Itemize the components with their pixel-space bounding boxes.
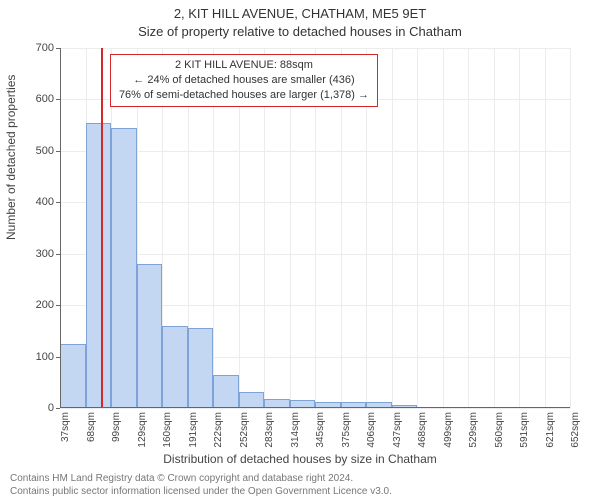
x-tick-label: 375sqm bbox=[341, 412, 352, 448]
histogram-bar bbox=[137, 264, 163, 408]
x-tick-label: 345sqm bbox=[315, 412, 326, 448]
plot-area: 010020030040050060070037sqm68sqm99sqm129… bbox=[60, 48, 570, 408]
x-tick-label: 37sqm bbox=[60, 412, 71, 442]
y-tick-label: 600 bbox=[36, 93, 54, 105]
x-tick-label: 314sqm bbox=[290, 412, 301, 448]
marker-line bbox=[101, 48, 103, 408]
x-tick-label: 129sqm bbox=[137, 412, 148, 448]
footer-line-1: Contains HM Land Registry data © Crown c… bbox=[10, 473, 392, 486]
y-tick-label: 200 bbox=[36, 299, 54, 311]
chart-subtitle: Size of property relative to detached ho… bbox=[0, 24, 600, 39]
histogram-bar bbox=[188, 328, 214, 408]
annotation-line: ← 24% of detached houses are smaller (43… bbox=[119, 73, 369, 88]
gridline-vertical bbox=[443, 48, 444, 408]
histogram-bar bbox=[60, 344, 86, 408]
annotation-box: 2 KIT HILL AVENUE: 88sqm← 24% of detache… bbox=[110, 54, 378, 107]
x-tick-label: 468sqm bbox=[417, 412, 428, 448]
gridline-vertical bbox=[570, 48, 571, 408]
y-axis-label: Number of detached properties bbox=[4, 75, 18, 240]
y-tick-label: 700 bbox=[36, 42, 54, 54]
gridline-vertical bbox=[417, 48, 418, 408]
x-axis-line bbox=[60, 407, 570, 408]
x-tick-label: 652sqm bbox=[570, 412, 581, 448]
y-tick-label: 300 bbox=[36, 248, 54, 260]
x-tick-label: 621sqm bbox=[545, 412, 556, 448]
x-tick-label: 437sqm bbox=[392, 412, 403, 448]
annotation-line: 2 KIT HILL AVENUE: 88sqm bbox=[119, 58, 369, 73]
x-tick-label: 283sqm bbox=[264, 412, 275, 448]
x-tick-label: 191sqm bbox=[188, 412, 199, 448]
gridline-vertical bbox=[392, 48, 393, 408]
histogram-bar bbox=[86, 123, 112, 408]
x-tick-label: 406sqm bbox=[366, 412, 377, 448]
x-tick-label: 99sqm bbox=[111, 412, 122, 442]
x-tick-label: 160sqm bbox=[162, 412, 173, 448]
histogram-bar bbox=[213, 375, 239, 408]
x-tick-label: 529sqm bbox=[468, 412, 479, 448]
x-tick-label: 222sqm bbox=[213, 412, 224, 448]
x-tick-label: 68sqm bbox=[86, 412, 97, 442]
y-tick-label: 100 bbox=[36, 351, 54, 363]
y-tick-label: 500 bbox=[36, 145, 54, 157]
y-tick-label: 400 bbox=[36, 196, 54, 208]
gridline-vertical bbox=[545, 48, 546, 408]
annotation-line: 76% of semi-detached houses are larger (… bbox=[119, 88, 369, 103]
y-tick-label: 0 bbox=[48, 402, 54, 414]
gridline-vertical bbox=[494, 48, 495, 408]
gridline-horizontal bbox=[60, 408, 570, 409]
y-axis-line bbox=[60, 48, 61, 408]
gridline-vertical bbox=[468, 48, 469, 408]
histogram-bar bbox=[239, 392, 265, 408]
gridline-vertical bbox=[519, 48, 520, 408]
x-tick-label: 560sqm bbox=[494, 412, 505, 448]
x-axis-label: Distribution of detached houses by size … bbox=[0, 452, 600, 466]
histogram-bar bbox=[162, 326, 188, 408]
histogram-bar bbox=[111, 128, 137, 408]
x-tick-label: 499sqm bbox=[443, 412, 454, 448]
x-tick-label: 252sqm bbox=[239, 412, 250, 448]
footer-attribution: Contains HM Land Registry data © Crown c… bbox=[10, 473, 392, 498]
chart-title-address: 2, KIT HILL AVENUE, CHATHAM, ME5 9ET bbox=[0, 6, 600, 21]
footer-line-2: Contains public sector information licen… bbox=[10, 486, 392, 499]
x-tick-label: 591sqm bbox=[519, 412, 530, 448]
